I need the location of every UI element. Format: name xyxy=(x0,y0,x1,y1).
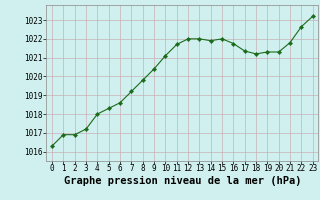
X-axis label: Graphe pression niveau de la mer (hPa): Graphe pression niveau de la mer (hPa) xyxy=(64,176,301,186)
